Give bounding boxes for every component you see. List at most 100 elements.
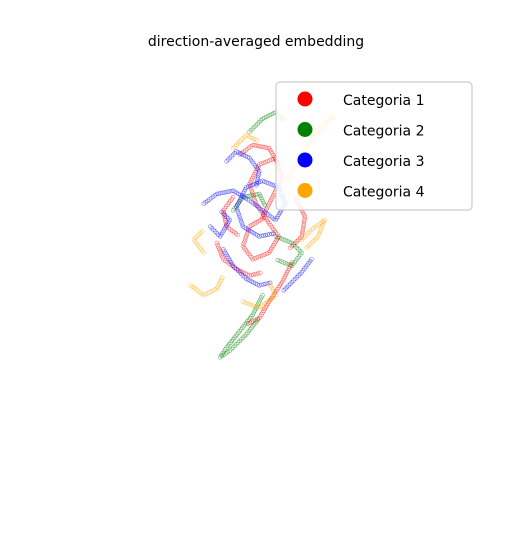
data-point: [265, 232, 270, 237]
data-point: [220, 190, 226, 195]
data-point: [262, 145, 268, 150]
data-point: [254, 181, 260, 186]
data-point: [266, 181, 271, 186]
data-point: [224, 189, 230, 195]
data-point: [277, 235, 282, 241]
data-point: [250, 142, 255, 148]
data-point: [258, 253, 264, 259]
data-point: [321, 219, 326, 225]
data-point: [268, 181, 273, 187]
data-point: [300, 229, 305, 235]
data-point: [261, 233, 266, 238]
data-point: [287, 239, 293, 245]
data-point: [301, 223, 306, 228]
data-point: [300, 225, 306, 230]
data-point: [240, 222, 245, 227]
data-point: [214, 191, 220, 197]
data-point: [252, 304, 258, 309]
data-point: [299, 232, 305, 237]
data-point: [259, 282, 264, 288]
data-point: [255, 177, 260, 182]
data-point: [259, 161, 264, 166]
data-point: [302, 216, 307, 222]
data-point: [234, 204, 239, 210]
legend-frame: [275, 81, 473, 211]
legend-label-categoria-2: Categoria 2: [343, 124, 425, 140]
data-point: [241, 241, 246, 247]
data-point: [217, 246, 222, 252]
data-point: [281, 288, 286, 293]
data-point: [255, 179, 260, 184]
data-point: [285, 261, 291, 267]
data-point: [259, 233, 264, 239]
data-point: [240, 244, 246, 249]
data-point: [302, 218, 307, 224]
legend-label-categoria-1: Categoria 1: [343, 93, 425, 109]
data-point: [261, 282, 266, 287]
data-point: [258, 179, 263, 184]
data-point: [216, 191, 222, 196]
data-point: [254, 183, 259, 188]
data-point: [319, 226, 324, 231]
data-point: [214, 240, 220, 246]
data-point: [222, 190, 228, 195]
data-point: [319, 223, 325, 229]
data-point: [242, 237, 248, 242]
data-point: [317, 230, 322, 235]
data-point: [255, 317, 261, 322]
data-point: [239, 220, 244, 225]
data-point: [243, 235, 249, 240]
data-point: [263, 232, 268, 238]
data-point: [318, 228, 323, 233]
legend-label-categoria-4: Categoria 4: [343, 185, 425, 201]
legend-marker-categoria-4: [297, 183, 313, 198]
series-categoria-3: [201, 149, 314, 293]
data-point: [300, 227, 306, 233]
data-point: [257, 234, 262, 239]
data-point: [221, 212, 227, 217]
data-point: [266, 250, 272, 255]
data-point: [260, 178, 265, 184]
data-point: [251, 272, 257, 277]
data-point: [275, 235, 280, 240]
data-point: [246, 184, 251, 189]
data-point: [264, 145, 270, 150]
data-point: [218, 250, 224, 256]
data-point: [242, 300, 248, 305]
data-point: [289, 263, 295, 268]
data-point: [263, 281, 268, 286]
data-point: [257, 283, 262, 288]
data-point: [219, 252, 224, 258]
data-point: [257, 168, 262, 174]
legend-label-categoria-3: Categoria 3: [343, 154, 425, 170]
data-point: [269, 157, 274, 162]
legend-marker-categoria-3: [297, 152, 313, 168]
data-point: [252, 143, 257, 148]
data-point: [242, 239, 247, 245]
data-point: [252, 197, 257, 202]
data-point: [277, 258, 282, 264]
data-point: [218, 190, 224, 196]
data-point: [248, 302, 254, 308]
data-point: [249, 188, 254, 193]
data-point: [260, 252, 266, 258]
data-point: [234, 206, 240, 212]
data-point: [263, 159, 268, 165]
data-point: [275, 257, 280, 263]
data-point: [220, 275, 225, 280]
data-point: [260, 144, 266, 150]
data-point: [267, 281, 273, 287]
data-point: [285, 239, 291, 244]
data-point: [215, 242, 220, 248]
legend-marker-categoria-2: [297, 122, 313, 137]
data-point: [265, 281, 271, 286]
data-point: [244, 301, 250, 306]
data-point: [254, 255, 260, 260]
data-point: [322, 217, 327, 223]
data-point: [249, 272, 254, 278]
data-point: [261, 160, 266, 166]
data-point: [235, 209, 241, 214]
data-point: [244, 233, 249, 238]
data-point: [258, 144, 264, 149]
